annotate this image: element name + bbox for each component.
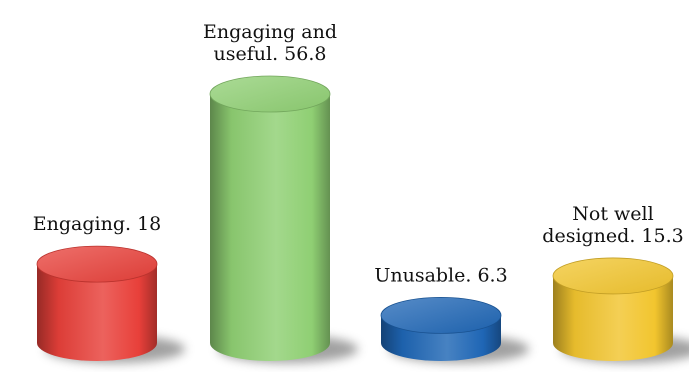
bar-cylinder bbox=[380, 296, 502, 361]
bar-cylinder bbox=[36, 245, 158, 361]
data-labels: Engaging. 18 Engaging and useful. 56.8 Unus… bbox=[33, 21, 684, 286]
bar-body bbox=[37, 264, 157, 361]
data-label-line: designed. 15.3 bbox=[542, 225, 683, 247]
bars bbox=[36, 75, 674, 361]
data-label: Engaging and useful. 56.8 bbox=[203, 21, 337, 65]
data-label-line: Engaging and bbox=[203, 21, 337, 43]
data-label: Not well designed. 15.3 bbox=[542, 203, 683, 247]
data-label-line: Engaging. 18 bbox=[33, 213, 162, 235]
data-label-line: Unusable. 6.3 bbox=[374, 264, 507, 286]
bar-cylinder bbox=[552, 257, 674, 361]
bar-body bbox=[210, 94, 330, 361]
bar-top-cap bbox=[36, 245, 158, 283]
bar-cylinder bbox=[209, 75, 331, 361]
bar-top-cap bbox=[380, 296, 502, 334]
data-label: Unusable. 6.3 bbox=[374, 264, 507, 286]
bar-body bbox=[553, 275, 673, 361]
bar-top-cap bbox=[552, 257, 674, 295]
data-label-line: Not well bbox=[572, 203, 653, 225]
data-label: Engaging. 18 bbox=[33, 213, 162, 235]
data-label-line: useful. 56.8 bbox=[214, 43, 327, 65]
bar-top-cap bbox=[209, 75, 331, 113]
